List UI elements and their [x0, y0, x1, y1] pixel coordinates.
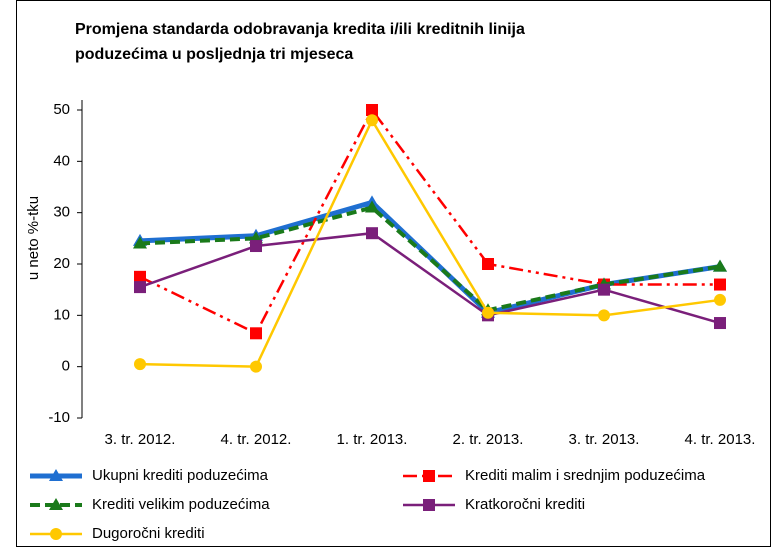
x-tick-label: 1. tr. 2013. — [337, 431, 408, 448]
legend-label: Krediti velikim poduzećima — [92, 496, 270, 513]
legend-label: Ukupni krediti poduzećima — [92, 467, 269, 484]
data-point — [482, 306, 494, 319]
x-tick-label: 3. tr. 2013. — [569, 431, 640, 448]
y-tick-label: 0 — [62, 358, 70, 375]
data-point — [714, 278, 726, 291]
data-point — [713, 259, 727, 272]
data-point — [133, 236, 147, 249]
data-point — [134, 358, 146, 371]
x-tick-label: 4. tr. 2013. — [685, 431, 756, 448]
y-tick-label: 20 — [53, 255, 70, 272]
data-point — [366, 227, 378, 240]
legend-marker — [50, 528, 62, 540]
y-tick-label: 10 — [53, 306, 70, 323]
legend-marker — [423, 499, 435, 511]
legend-marker — [423, 470, 435, 482]
series-line — [139, 205, 721, 313]
data-point — [482, 258, 494, 270]
y-tick-label: 30 — [53, 204, 70, 221]
legend-marker — [49, 469, 63, 481]
x-tick-label: 3. tr. 2012. — [105, 431, 176, 448]
x-tick-label: 2. tr. 2013. — [453, 431, 524, 448]
data-point — [366, 114, 378, 127]
data-point — [250, 240, 262, 253]
legend-label: Dugoročni krediti — [92, 525, 205, 542]
data-point — [250, 360, 262, 373]
legend-label: Kratkoročni krediti — [465, 496, 585, 513]
x-tick-label: 4. tr. 2012. — [221, 431, 292, 448]
data-point — [598, 309, 610, 322]
y-tick-label: -10 — [48, 409, 70, 426]
series-line — [139, 117, 721, 368]
data-point — [134, 281, 146, 294]
data-point — [714, 293, 726, 306]
data-point — [714, 317, 726, 330]
series-line — [139, 231, 721, 325]
y-tick-label: 40 — [53, 152, 70, 169]
data-point — [598, 283, 610, 296]
y-tick-label: 50 — [53, 101, 70, 118]
data-point — [250, 327, 262, 340]
chart-border — [16, 0, 771, 547]
chart-title-line-1: Promjena standarda odobravanja kredita i… — [75, 21, 525, 38]
legend-marker — [49, 498, 63, 510]
legend-label: Krediti malim i srednjim poduzećima — [465, 467, 706, 484]
y-axis-label: u neto %-tku — [25, 196, 42, 280]
data-point — [366, 104, 378, 116]
chart-title-line-2: poduzećima u posljednja tri mjeseca — [75, 46, 353, 63]
series-line — [139, 107, 720, 335]
data-point — [365, 200, 379, 213]
data-point — [134, 270, 146, 283]
